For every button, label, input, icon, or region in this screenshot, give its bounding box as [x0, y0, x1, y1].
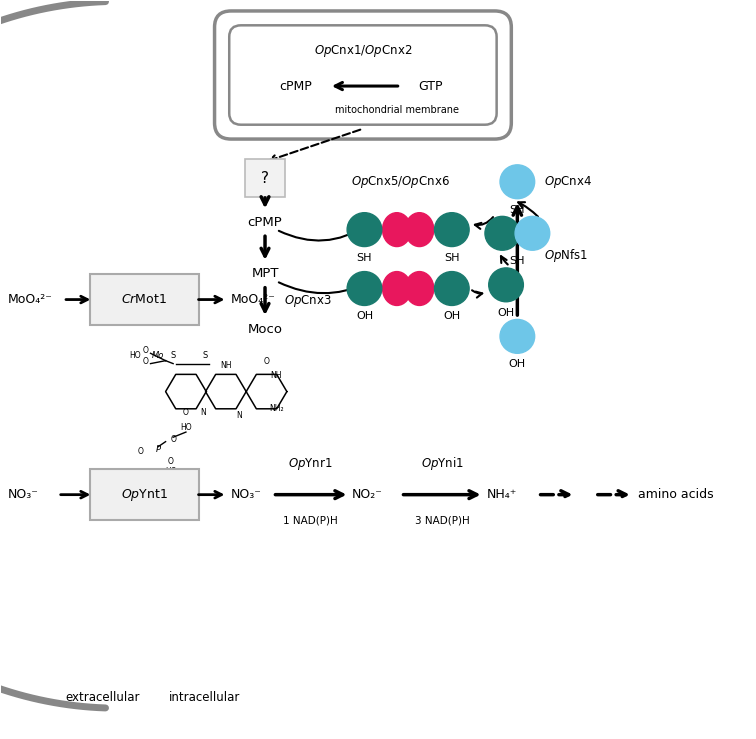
Text: 3 NAD(P)H: 3 NAD(P)H	[414, 515, 469, 525]
Text: $\it{Op}$Ynr1: $\it{Op}$Ynr1	[288, 456, 333, 471]
Text: MoO₄²⁻: MoO₄²⁻	[8, 293, 52, 306]
Text: OH: OH	[509, 359, 526, 370]
Text: GTP: GTP	[419, 80, 443, 92]
Text: Moco: Moco	[247, 322, 283, 336]
FancyBboxPatch shape	[246, 159, 284, 197]
Text: MPT: MPT	[251, 268, 279, 280]
Text: O: O	[143, 347, 149, 355]
Text: O: O	[138, 447, 144, 456]
Text: SH: SH	[510, 205, 525, 215]
Text: O: O	[168, 457, 174, 466]
Text: S: S	[202, 351, 207, 360]
Text: O: O	[143, 357, 149, 366]
Text: mitochondrial membrane: mitochondrial membrane	[335, 106, 459, 115]
Ellipse shape	[383, 271, 411, 305]
Circle shape	[435, 271, 469, 305]
Circle shape	[435, 213, 469, 247]
Circle shape	[488, 268, 523, 302]
Text: O: O	[264, 357, 269, 366]
Ellipse shape	[405, 271, 434, 305]
Text: HO: HO	[165, 467, 177, 476]
Text: Mo: Mo	[152, 351, 164, 360]
Circle shape	[500, 319, 534, 353]
Text: $\it{Op}$Cnx3: $\it{Op}$Cnx3	[284, 293, 332, 310]
Text: HO: HO	[180, 423, 192, 432]
Text: NO₂⁻: NO₂⁻	[352, 488, 383, 501]
Circle shape	[347, 271, 382, 305]
Ellipse shape	[405, 213, 434, 247]
FancyBboxPatch shape	[89, 273, 199, 325]
Text: NH: NH	[271, 371, 282, 381]
Text: NH₂: NH₂	[269, 403, 284, 412]
FancyBboxPatch shape	[89, 469, 199, 520]
Text: SH: SH	[444, 253, 460, 262]
FancyBboxPatch shape	[229, 25, 497, 125]
Circle shape	[500, 165, 534, 199]
Ellipse shape	[383, 213, 411, 247]
Text: O: O	[183, 408, 189, 417]
Text: SH: SH	[510, 256, 525, 266]
Text: NH: NH	[220, 361, 231, 370]
Circle shape	[485, 217, 519, 251]
Text: 1 NAD(P)H: 1 NAD(P)H	[283, 515, 338, 525]
Text: NH₄⁺: NH₄⁺	[487, 488, 518, 501]
Text: $\it{Op}$Cnx4: $\it{Op}$Cnx4	[544, 174, 592, 190]
Text: $\it{Cr}$Mot1: $\it{Cr}$Mot1	[121, 293, 167, 306]
Circle shape	[515, 217, 550, 251]
Text: cPMP: cPMP	[279, 80, 311, 92]
Text: extracellular: extracellular	[66, 691, 141, 704]
Text: $\it{Op}$Ynt1: $\it{Op}$Ynt1	[121, 487, 168, 503]
Text: SH: SH	[357, 253, 372, 262]
Text: MoO₄²⁻: MoO₄²⁻	[231, 293, 276, 306]
Text: amino acids: amino acids	[638, 488, 714, 501]
Text: $\it{Op}$Yni1: $\it{Op}$Yni1	[420, 455, 463, 472]
Text: ?: ?	[261, 171, 269, 185]
Text: $\it{Op}$Nfs1: $\it{Op}$Nfs1	[544, 247, 588, 264]
Text: S: S	[171, 351, 175, 360]
Circle shape	[347, 213, 382, 247]
Text: HO: HO	[129, 351, 141, 360]
Text: OH: OH	[356, 312, 373, 321]
Text: OH: OH	[497, 308, 515, 318]
Text: intracellular: intracellular	[169, 691, 240, 704]
Text: $\it{Op}$Cnx1/$\it{Op}$Cnx2: $\it{Op}$Cnx1/$\it{Op}$Cnx2	[314, 44, 412, 59]
Text: NO₃⁻: NO₃⁻	[231, 488, 262, 501]
Text: OH: OH	[443, 312, 460, 321]
Text: N: N	[200, 408, 206, 417]
Text: O: O	[170, 435, 176, 443]
Text: N: N	[236, 411, 241, 420]
Text: P: P	[156, 445, 160, 454]
FancyBboxPatch shape	[215, 11, 511, 139]
Text: $\it{Op}$Cnx5/$\it{Op}$Cnx6: $\it{Op}$Cnx5/$\it{Op}$Cnx6	[352, 174, 450, 190]
Text: NO₃⁻: NO₃⁻	[8, 488, 39, 501]
Text: cPMP: cPMP	[248, 216, 283, 229]
